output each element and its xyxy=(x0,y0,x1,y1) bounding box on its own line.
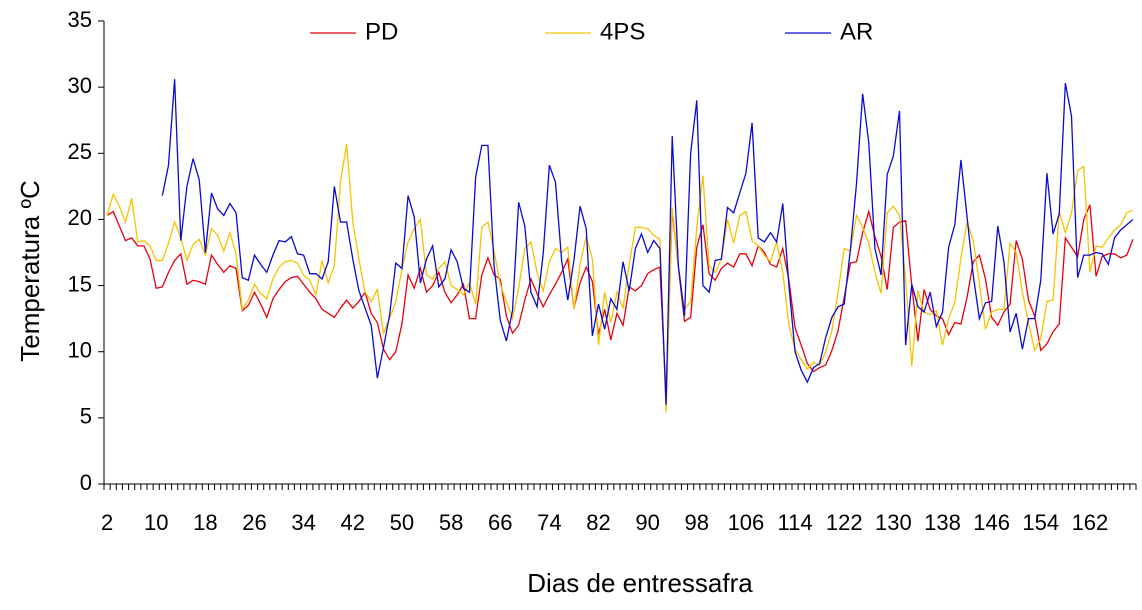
y-tick-label: 25 xyxy=(68,139,92,164)
series-line xyxy=(106,143,1134,413)
x-tick-label: 162 xyxy=(1072,510,1109,535)
x-tick-label: 90 xyxy=(635,510,659,535)
x-tick-label: 122 xyxy=(826,510,863,535)
legend-label: AR xyxy=(840,18,873,45)
y-tick-label: 5 xyxy=(80,404,92,429)
series-line xyxy=(106,204,1134,399)
legend-label: PD xyxy=(365,18,398,45)
y-tick-label: 0 xyxy=(80,470,92,495)
x-tick-label: 154 xyxy=(1022,510,1059,535)
x-tick-label: 106 xyxy=(728,510,765,535)
x-axis-title: Dias de entressafra xyxy=(527,568,753,598)
y-tick-label: 15 xyxy=(68,271,92,296)
x-tick-label: 42 xyxy=(341,510,365,535)
x-tick-label: 66 xyxy=(488,510,512,535)
y-tick-label: 10 xyxy=(68,338,92,363)
x-tick-label: 34 xyxy=(291,510,315,535)
x-tick-label: 26 xyxy=(242,510,266,535)
y-tick-label: 30 xyxy=(68,73,92,98)
legend-label: 4PS xyxy=(600,18,645,45)
x-tick-label: 50 xyxy=(390,510,414,535)
y-axis-title: Temperatura ºC xyxy=(15,180,45,362)
x-tick-label: 138 xyxy=(924,510,961,535)
x-tick-label: 10 xyxy=(144,510,168,535)
series-line xyxy=(161,79,1134,405)
x-tick-label: 114 xyxy=(778,510,813,535)
x-tick-label: 98 xyxy=(685,510,709,535)
x-tick-label: 146 xyxy=(973,510,1010,535)
x-tick-label: 74 xyxy=(537,510,561,535)
x-tick-label: 58 xyxy=(439,510,463,535)
y-tick-label: 20 xyxy=(68,205,92,230)
x-tick-label: 130 xyxy=(875,510,912,535)
x-tick-label: 82 xyxy=(586,510,610,535)
x-tick-label: 2 xyxy=(101,510,113,535)
y-tick-label: 35 xyxy=(68,7,92,32)
x-tick-label: 18 xyxy=(193,510,217,535)
